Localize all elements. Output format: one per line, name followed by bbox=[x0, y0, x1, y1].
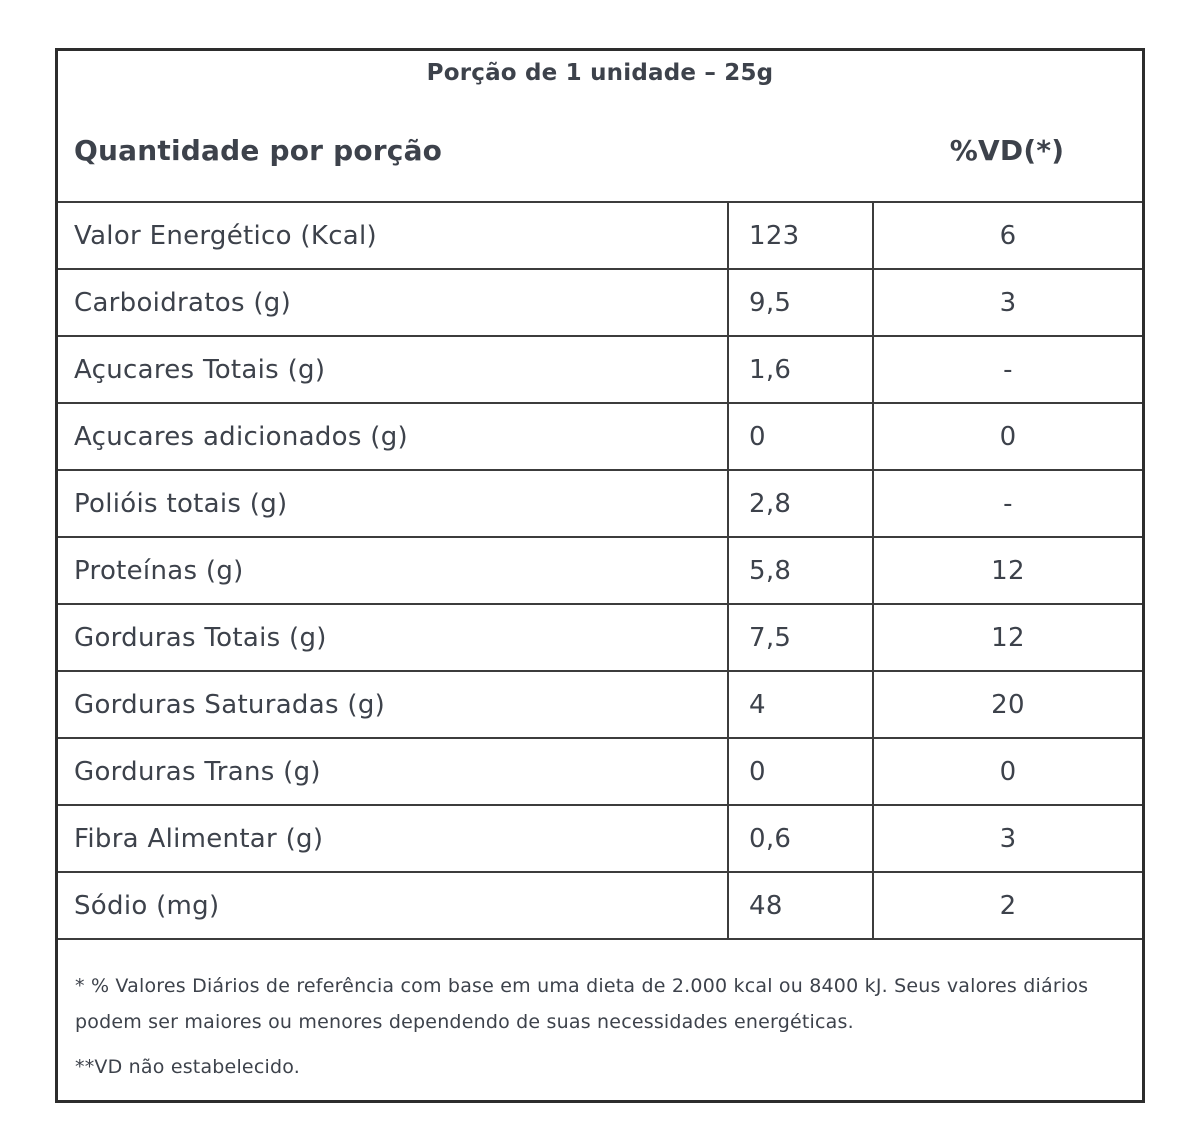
nutrient-amount: 4 bbox=[727, 672, 872, 737]
nutrient-row-trans-fat: Gorduras Trans (g) 0 0 bbox=[58, 737, 1142, 804]
nutrient-row-total-fat: Gorduras Totais (g) 7,5 12 bbox=[58, 603, 1142, 670]
nutrient-row-dietary-fiber: Fibra Alimentar (g) 0,6 3 bbox=[58, 804, 1142, 871]
nutrition-facts-table: Porção de 1 unidade – 25g Quantidade por… bbox=[55, 48, 1145, 1103]
nutrient-dv: 2 bbox=[872, 873, 1142, 938]
column-header-row: Quantidade por porção %VD(*) bbox=[58, 134, 1142, 201]
nutrient-label: Polióis totais (g) bbox=[74, 488, 288, 519]
nutrient-dv: 0 bbox=[872, 739, 1142, 804]
nutrient-label: Açucares Totais (g) bbox=[74, 354, 326, 385]
nutrient-label: Sódio (mg) bbox=[74, 890, 220, 921]
nutrient-amount: 7,5 bbox=[727, 605, 872, 670]
nutrient-dv: 20 bbox=[872, 672, 1142, 737]
nutrient-rows: Valor Energético (Kcal) 123 6 Carboidrat… bbox=[58, 201, 1142, 938]
daily-value-percent-header: %VD(*) bbox=[949, 134, 1065, 167]
nutrient-label: Proteínas (g) bbox=[74, 555, 244, 586]
nutrient-row-total-sugars: Açucares Totais (g) 1,6 - bbox=[58, 335, 1142, 402]
nutrient-label: Valor Energético (Kcal) bbox=[74, 220, 377, 251]
nutrient-row-carbohydrates: Carboidratos (g) 9,5 3 bbox=[58, 268, 1142, 335]
nutrient-label: Gorduras Totais (g) bbox=[74, 622, 327, 653]
nutrient-amount: 123 bbox=[727, 203, 872, 268]
nutrient-row-added-sugars: Açucares adicionados (g) 0 0 bbox=[58, 402, 1142, 469]
nutrient-amount: 1,6 bbox=[727, 337, 872, 402]
nutrient-row-energy: Valor Energético (Kcal) 123 6 bbox=[58, 201, 1142, 268]
table-header-section: Porção de 1 unidade – 25g Quantidade por… bbox=[58, 51, 1142, 201]
nutrient-row-polyols: Polióis totais (g) 2,8 - bbox=[58, 469, 1142, 536]
nutrient-dv: 12 bbox=[872, 605, 1142, 670]
nutrient-label: Açucares adicionados (g) bbox=[74, 421, 408, 452]
nutrient-dv: 3 bbox=[872, 270, 1142, 335]
dv-not-established-footnote: **VD não estabelecido. bbox=[75, 1056, 300, 1078]
nutrient-row-protein: Proteínas (g) 5,8 12 bbox=[58, 536, 1142, 603]
nutrient-amount: 5,8 bbox=[727, 538, 872, 603]
daily-values-footnote: * % Valores Diários de referência com ba… bbox=[75, 975, 1089, 1033]
serving-size-title: Porção de 1 unidade – 25g bbox=[426, 60, 774, 86]
nutrient-row-saturated-fat: Gorduras Saturadas (g) 4 20 bbox=[58, 670, 1142, 737]
nutrient-amount: 0,6 bbox=[727, 806, 872, 871]
nutrient-dv: 12 bbox=[872, 538, 1142, 603]
nutrient-dv: 0 bbox=[872, 404, 1142, 469]
nutrient-label: Gorduras Trans (g) bbox=[74, 756, 321, 787]
nutrient-amount: 2,8 bbox=[727, 471, 872, 536]
nutrient-label: Fibra Alimentar (g) bbox=[74, 823, 324, 854]
nutrient-dv: - bbox=[872, 471, 1142, 536]
nutrient-amount: 0 bbox=[727, 739, 872, 804]
nutrient-dv: - bbox=[872, 337, 1142, 402]
nutrient-dv: 3 bbox=[872, 806, 1142, 871]
nutrient-amount: 0 bbox=[727, 404, 872, 469]
nutrient-label: Gorduras Saturadas (g) bbox=[74, 689, 386, 720]
nutrient-row-sodium: Sódio (mg) 48 2 bbox=[58, 871, 1142, 938]
nutrient-label: Carboidratos (g) bbox=[74, 287, 292, 318]
nutrient-dv: 6 bbox=[872, 203, 1142, 268]
footnotes-section: * % Valores Diários de referência com ba… bbox=[58, 938, 1142, 1100]
quantity-per-serving-header: Quantidade por porção bbox=[74, 134, 443, 167]
nutrient-amount: 9,5 bbox=[727, 270, 872, 335]
nutrient-amount: 48 bbox=[727, 873, 872, 938]
